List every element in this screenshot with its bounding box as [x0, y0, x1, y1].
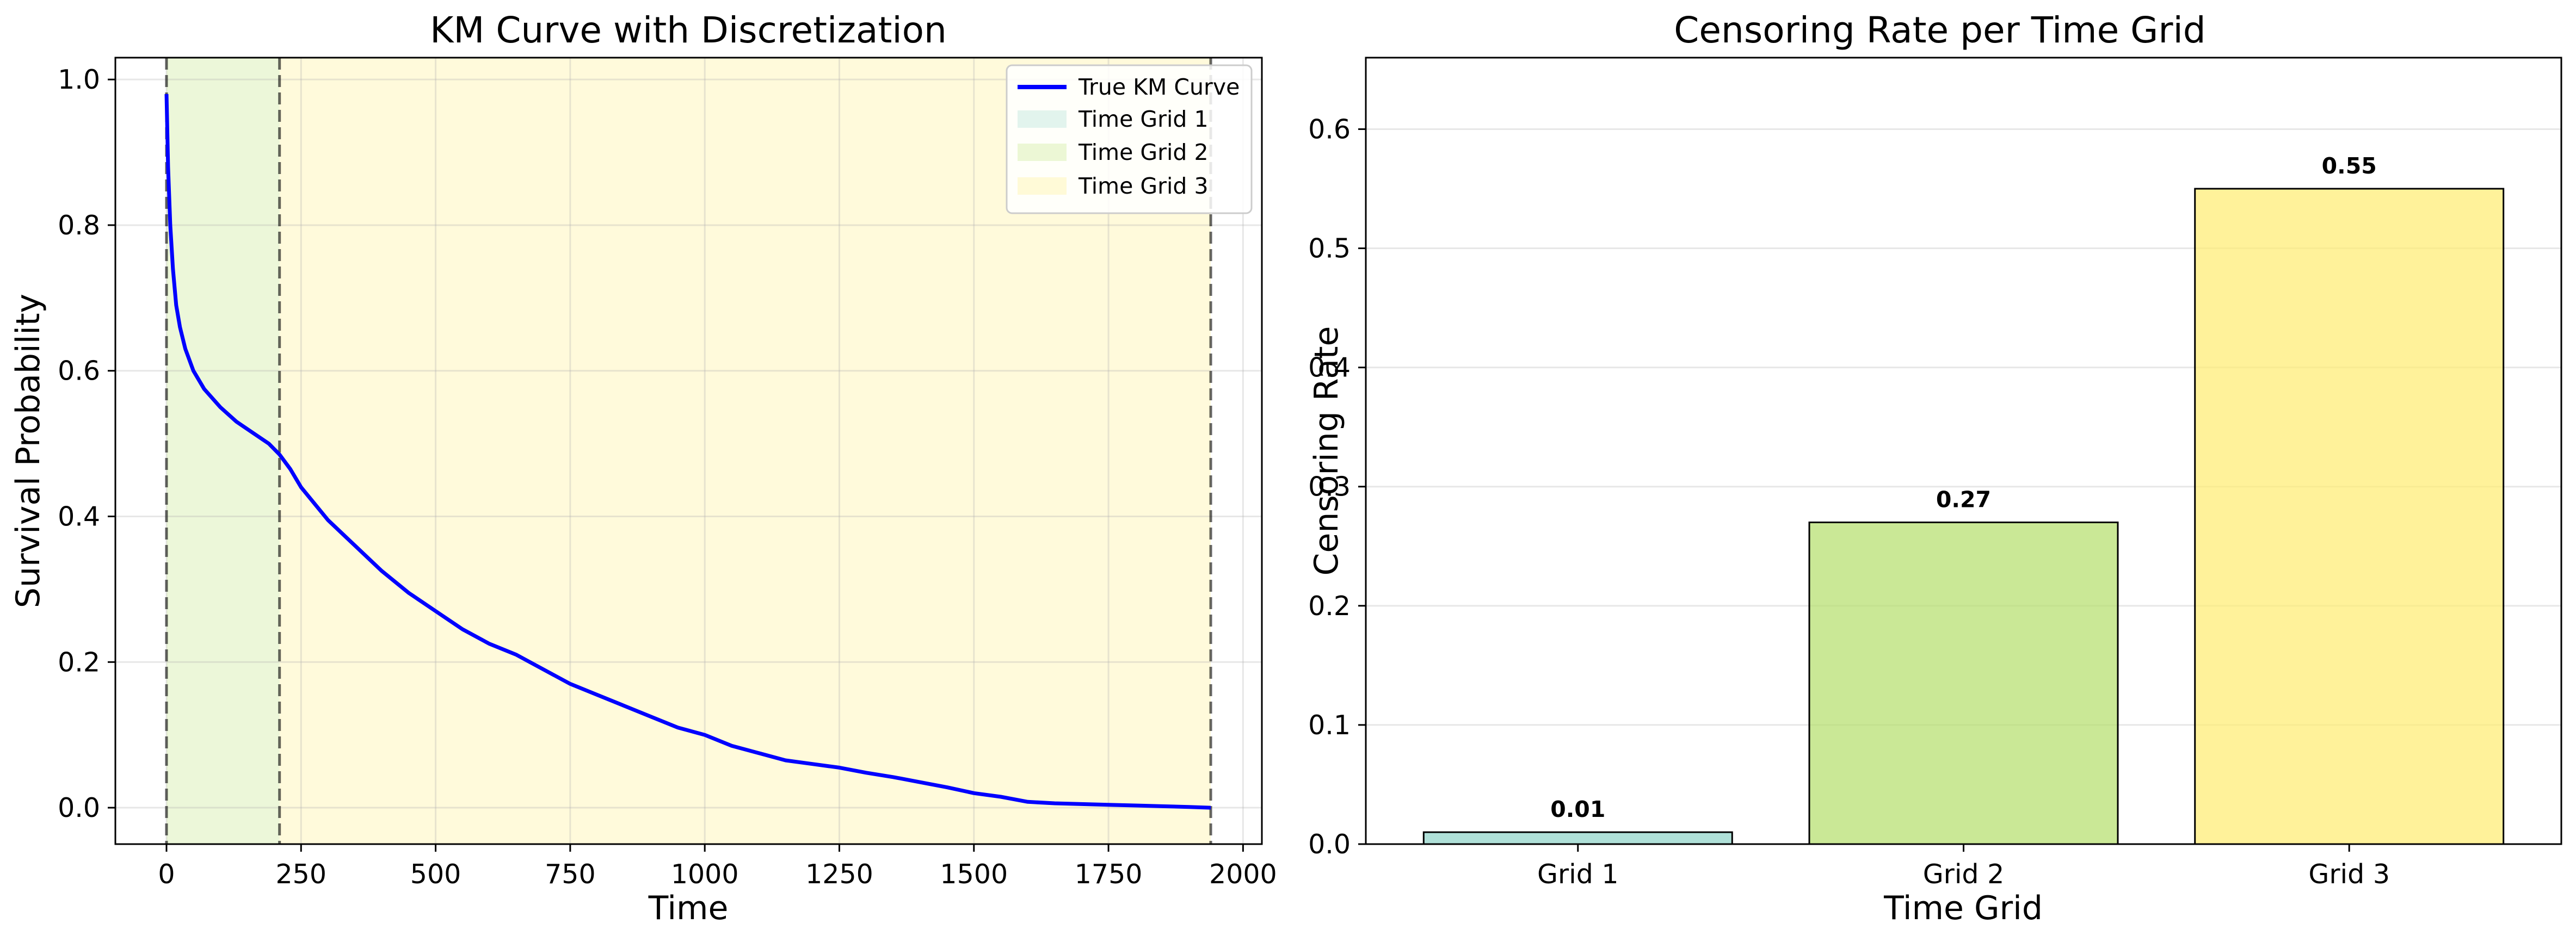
bar-ytick-label: 0.2: [1308, 591, 1351, 622]
legend-label: Time Grid 2: [1078, 139, 1209, 165]
km-title: KM Curve with Discretization: [430, 9, 947, 51]
censoring-title: Censoring Rate per Time Grid: [1674, 9, 2205, 51]
legend-swatch-grid-2: [1018, 144, 1067, 161]
km-xtick-label: 0: [158, 859, 175, 890]
legend-item-time-grid-1: Time Grid 1: [1018, 106, 1209, 132]
km-ytick-label: 0.8: [58, 210, 100, 241]
km-xtick-label: 2000: [1209, 859, 1277, 890]
km-xtick-label: 1500: [940, 859, 1008, 890]
bar-ytick-label: 0.4: [1308, 352, 1351, 383]
km-xtick-label: 250: [276, 859, 327, 890]
bar-value-label: 0.27: [1936, 486, 1991, 512]
km-xtick-label: 500: [410, 859, 461, 890]
km-ytick-label: 0.0: [58, 792, 100, 823]
bar-ytick-label: 0.6: [1308, 114, 1351, 145]
bar-xlabel: Time Grid: [1883, 889, 2043, 927]
bar-grid-2: [1808, 521, 2119, 845]
km-panel: KM Curve with Discretization 0 250 500 750 1…: [9, 9, 1277, 927]
km-legend: True KM Curve Time Grid 1 Time Grid 2 Ti…: [1006, 64, 1253, 214]
censoring-panel: Censoring Rate per Time Grid Grid 1 Grid …: [1308, 9, 2562, 927]
legend-label: True KM Curve: [1078, 74, 1240, 100]
bar-ytick-label: 0.5: [1308, 233, 1351, 264]
km-x-ticks: 0 250 500 750 1000 1250 1500 1750 2000: [158, 844, 1277, 890]
legend-item-time-grid-2: Time Grid 2: [1018, 139, 1209, 165]
km-xtick-label: 1000: [671, 859, 739, 890]
km-xtick-label: 1250: [805, 859, 873, 890]
km-plot-frame: [114, 57, 1263, 845]
bar-value-label: 0.55: [2322, 153, 2377, 179]
km-region-grid-2: [166, 58, 280, 844]
bar-ytick-label: 0.3: [1308, 472, 1351, 503]
bar-x-ticks: Grid 1 Grid 2 Grid 3: [1537, 844, 2390, 890]
legend-label: Time Grid 1: [1078, 106, 1209, 132]
legend-frame: [1006, 64, 1253, 214]
bar-grid-1: [1422, 831, 1733, 845]
km-curve-line: [164, 94, 1211, 810]
km-ytick-label: 0.6: [58, 356, 100, 387]
bar-xtick-label: Grid 3: [2308, 859, 2390, 890]
km-y-ticks: 0.0 0.2 0.4 0.6 0.8 1.0: [58, 64, 115, 823]
legend-item-time-grid-3: Time Grid 3: [1018, 173, 1209, 199]
bar-y-ticks: 0.0 0.1 0.2 0.3 0.4 0.5 0.6: [1308, 114, 1366, 860]
legend-label: Time Grid 3: [1078, 173, 1209, 199]
bar-value-labels: 0.01 0.27 0.55: [1550, 153, 2377, 822]
km-ytick-label: 0.2: [58, 647, 100, 678]
km-series: [164, 94, 1211, 810]
legend-item-km-curve: True KM Curve: [1018, 74, 1240, 100]
bar-xtick-label: Grid 2: [1923, 859, 2005, 890]
bar-ytick-label: 0.0: [1308, 829, 1351, 860]
bar-ytick-label: 0.1: [1308, 710, 1351, 741]
km-xtick-label: 1750: [1075, 859, 1143, 890]
legend-swatch-grid-1: [1018, 110, 1067, 128]
km-ylabel: Survival Probability: [9, 294, 47, 608]
bar-grid-3: [2194, 188, 2505, 845]
km-ytick-label: 1.0: [58, 64, 100, 95]
km-xtick-label: 750: [545, 859, 596, 890]
km-gridlines: [115, 58, 1262, 844]
km-xlabel: Time: [648, 889, 729, 927]
bar-xtick-label: Grid 1: [1537, 859, 1619, 890]
bar-ylabel: Censoring Rate: [1308, 326, 1346, 576]
km-ytick-label: 0.4: [58, 501, 100, 532]
bar-value-label: 0.01: [1550, 796, 1605, 822]
legend-swatch-grid-3: [1018, 177, 1067, 195]
bar-bars: [1422, 188, 2505, 845]
